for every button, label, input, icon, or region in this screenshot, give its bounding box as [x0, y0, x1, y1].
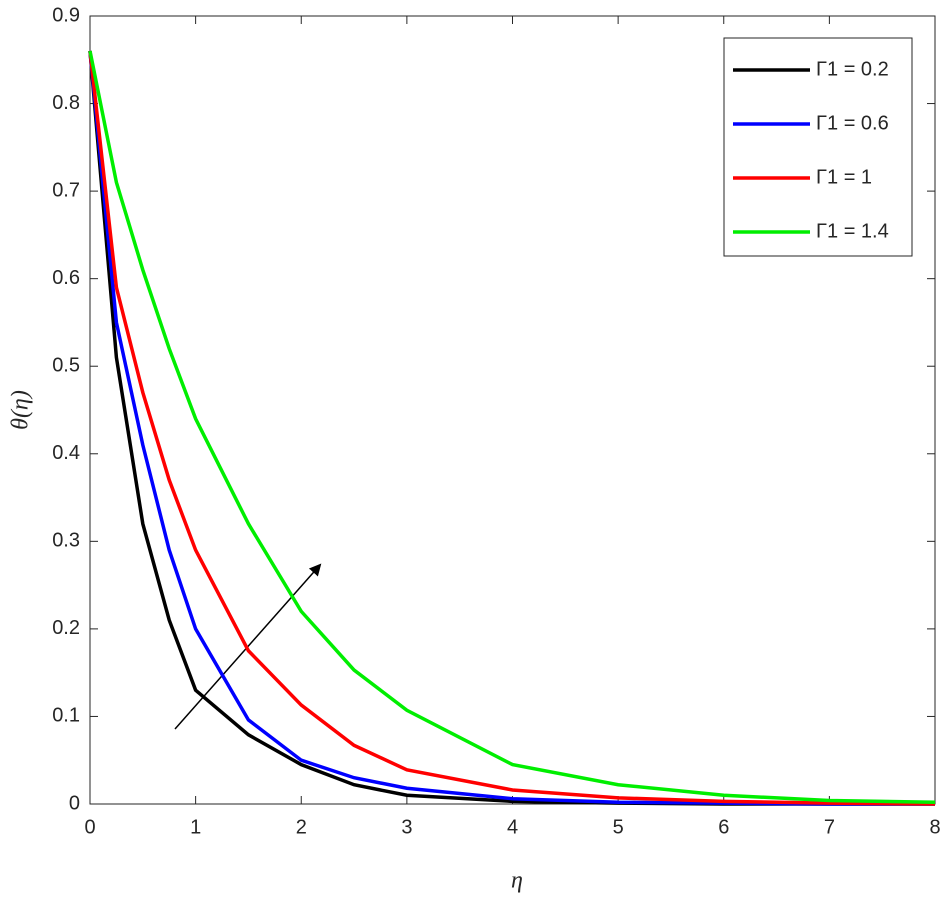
y-tick-label: 0 — [69, 792, 80, 814]
y-axis-label: θ(η) — [8, 390, 34, 430]
legend-box — [723, 37, 913, 257]
x-tick-label: 6 — [718, 816, 729, 838]
y-tick-label: 0.5 — [52, 355, 80, 377]
y-tick-label: 0.6 — [52, 267, 80, 289]
y-tick-label: 0.9 — [52, 4, 80, 26]
x-axis-label: η — [511, 868, 523, 894]
series-line — [88, 50, 936, 806]
series-line — [88, 50, 935, 806]
legend-label: Γ1 = 1 — [816, 166, 872, 188]
x-tick-label: 2 — [296, 816, 307, 838]
y-tick-label: 0.4 — [52, 442, 80, 464]
x-tick-label: 5 — [613, 816, 624, 838]
x-tick-label: 4 — [507, 816, 518, 838]
x-tick-label: 3 — [401, 816, 412, 838]
y-tick-label: 0.8 — [52, 92, 80, 114]
y-tick-label: 0.3 — [52, 530, 80, 552]
x-tick-label: 0 — [84, 816, 95, 838]
y-tick-label: 0.1 — [52, 705, 80, 727]
x-tick-label: 8 — [929, 816, 940, 838]
x-tick-label: 1 — [190, 816, 201, 838]
x-tick-label: 7 — [824, 816, 835, 838]
series-line — [88, 50, 936, 804]
y-tick-label: 0.7 — [52, 179, 80, 201]
y-tick-label: 0.2 — [52, 617, 80, 639]
legend-label: Γ1 = 0.2 — [816, 58, 889, 80]
legend-label: Γ1 = 1.4 — [816, 220, 889, 242]
legend-label: Γ1 = 0.6 — [816, 112, 889, 134]
